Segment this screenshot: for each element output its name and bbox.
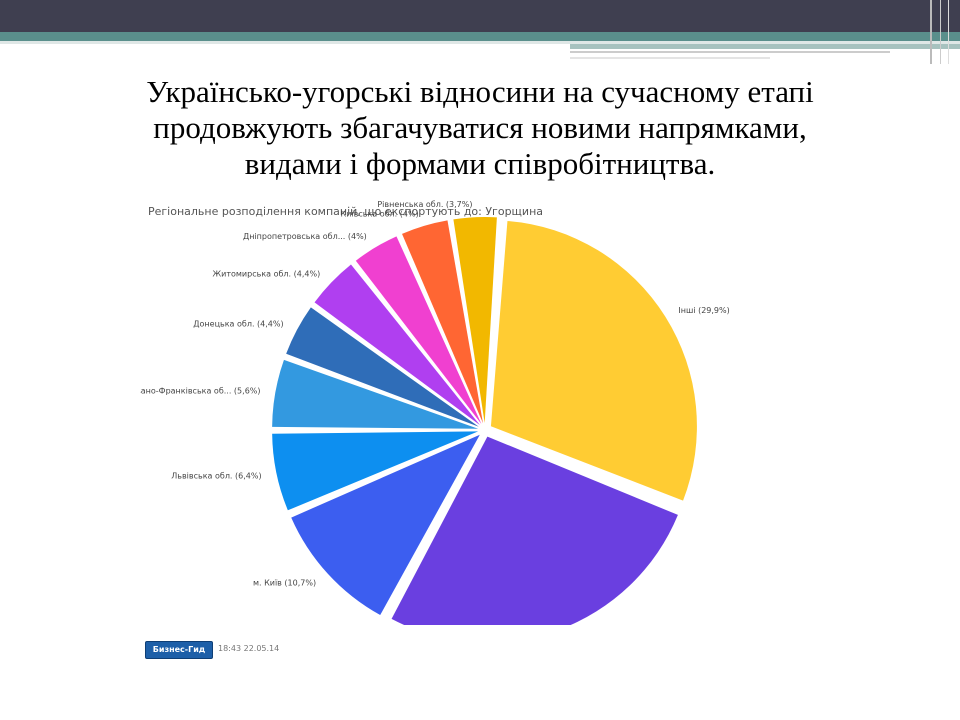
slice-label: Рівненська обл. (3,7%) <box>377 200 472 209</box>
slide-title: Українсько-угорські відносини на сучасно… <box>60 74 900 182</box>
source-badge: Бизнес-Гид <box>145 641 213 659</box>
slice-label: Донецька обл. (4,4%) <box>193 320 283 329</box>
header-dark-bar <box>0 0 960 32</box>
chart-title: Регіональне розподілення компаній, що ек… <box>148 205 543 218</box>
slice-label: Інші (29,9%) <box>678 306 729 315</box>
header-vertical-line <box>930 0 932 64</box>
pie-labels: Інші (29,9%)Закарпатська обл. (26,8%)м. … <box>140 200 730 587</box>
header-light-strip <box>0 41 960 44</box>
pie-chart-svg: Регіональне розподілення компаній, що ек… <box>140 200 730 625</box>
pie-slices <box>272 217 697 625</box>
header-accent-bar <box>0 32 960 41</box>
header-right-strip <box>570 44 960 49</box>
header-right-line <box>570 51 890 53</box>
slice-label: Івано-Франківська об... (5,6%) <box>140 387 261 396</box>
pie-slice[interactable] <box>291 434 480 616</box>
header-right-line2 <box>570 57 770 59</box>
pie-chart: Регіональне розподілення компаній, що ек… <box>140 195 820 625</box>
slice-label: Житомирська обл. (4,4%) <box>213 269 321 278</box>
slide-title-line-1: Українсько-угорські відносини на сучасно… <box>146 74 814 109</box>
header-vertical-line2 <box>940 0 941 64</box>
pie-slice[interactable] <box>314 264 480 426</box>
header-vertical-line3 <box>948 0 949 64</box>
pie-slice[interactable] <box>272 359 479 429</box>
pie-slice[interactable] <box>391 436 678 625</box>
slide-header-decoration <box>0 0 960 64</box>
timestamp: 18:43 22.05.14 <box>218 644 280 653</box>
slice-label: Львівська обл. (6,4%) <box>171 471 261 480</box>
slice-label: Київська обл. (4%) <box>341 209 419 218</box>
pie-slice[interactable] <box>453 217 497 424</box>
pie-slice[interactable] <box>490 220 697 501</box>
pie-slice[interactable] <box>272 431 479 511</box>
slide-title-line-2: продовжують збагачуватися новими напрямк… <box>153 110 807 145</box>
slide-title-line-3: видами і формами співробітництва. <box>244 146 716 181</box>
slice-label: Дніпропетровська обл... (4%) <box>243 232 367 241</box>
pie-slice[interactable] <box>402 220 484 424</box>
pie-slice[interactable] <box>355 236 482 424</box>
slice-label: м. Київ (10,7%) <box>253 578 316 587</box>
pie-slice[interactable] <box>286 307 479 427</box>
